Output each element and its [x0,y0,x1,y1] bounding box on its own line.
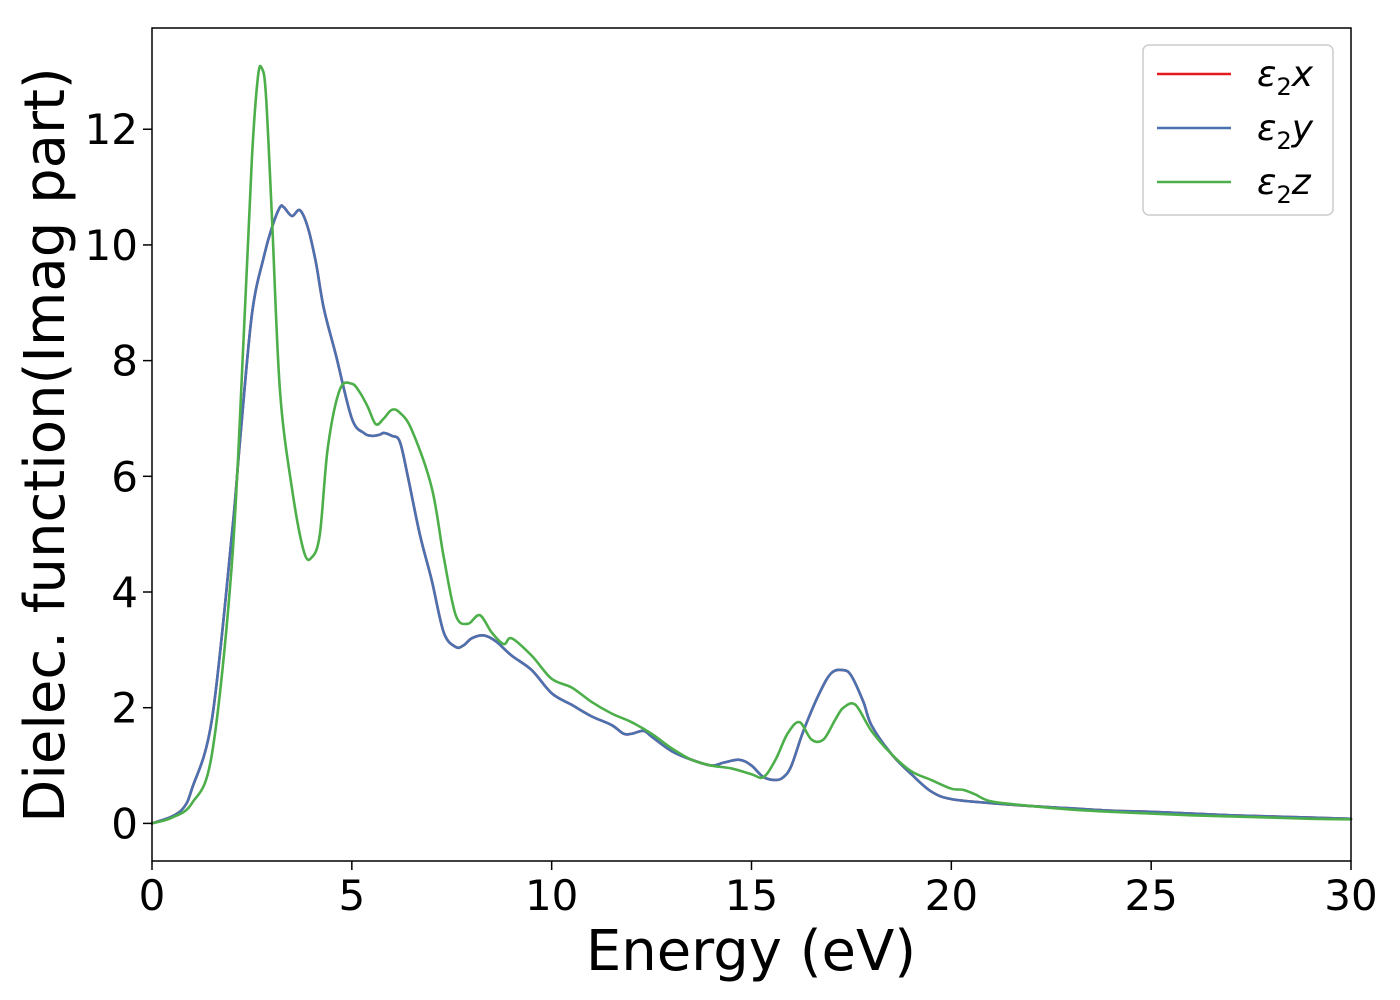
y-tick-label: 0 [111,799,138,848]
legend-label-3: ε2z [1257,162,1312,209]
series-layer [150,64,1353,825]
x-axis-label: Energy (eV) [586,919,916,984]
series-line-3 [150,64,1353,825]
legend-label-2: ε2y [1257,108,1314,155]
series-line-1 [150,204,1353,825]
x-ticks: 0 5 10 15 20 25 30 [139,861,1378,920]
y-tick-label: 6 [111,452,138,501]
x-tick-label: 25 [1124,871,1177,920]
y-axis-label: Dielec. function(Imag part) [13,67,78,823]
y-tick-label: 12 [85,105,138,154]
y-tick-label: 2 [111,684,138,733]
x-tick-label: 5 [338,871,365,920]
x-tick-label: 30 [1324,871,1377,920]
legend: ε2x ε2y ε2z [1142,44,1334,216]
y-tick-label: 8 [111,337,138,386]
legend-box [1142,44,1334,216]
y-tick-label: 4 [111,568,138,617]
series-line-2 [150,204,1353,825]
x-tick-label: 0 [139,871,166,920]
y-tick-label: 10 [85,221,138,270]
x-tick-label: 15 [725,871,778,920]
legend-label-1: ε2x [1257,54,1314,101]
x-tick-label: 10 [525,871,578,920]
x-tick-label: 20 [925,871,978,920]
y-ticks: 0 2 4 6 8 10 12 [85,105,152,848]
